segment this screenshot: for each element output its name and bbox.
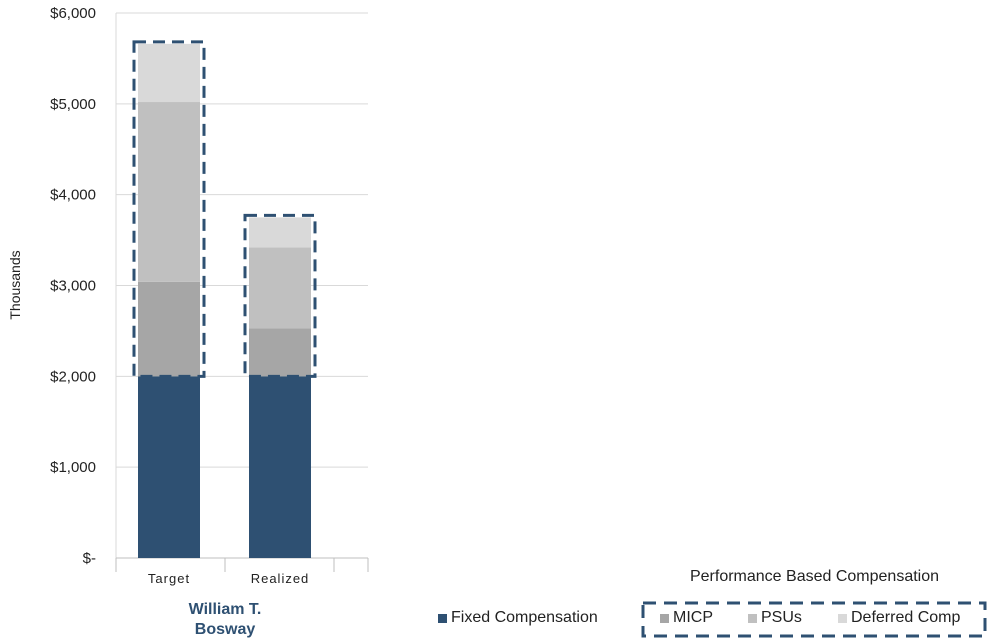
x-tick-label-realized: Realized [251, 571, 310, 586]
legend-label-micp: MICP [673, 609, 713, 626]
y-tick-label: $2,000 [50, 368, 96, 385]
legend-swatch-fixed [438, 613, 447, 623]
dashed-box-target [132, 40, 206, 378]
legend-swatch-psus [748, 613, 757, 623]
y-axis-label: Thousands [7, 250, 23, 319]
bar-target-fixed-compensation [138, 376, 200, 558]
y-tick-label: $5,000 [50, 96, 96, 113]
legend-deferred-comp: Deferred Comp [838, 609, 960, 627]
legend-micp: MICP [660, 609, 713, 627]
y-tick-labels: $- $1,000 $2,000 $3,000 $4,000 $5,000 $6,000 [50, 5, 96, 567]
bar-realized-deferred-comp [249, 217, 311, 248]
group-label-line2: Bosway [195, 621, 256, 638]
dashed-box-realized [243, 213, 317, 378]
y-tick-label: $1,000 [50, 459, 96, 476]
legend-group-title: Performance Based Compensation [689, 568, 940, 585]
bar-target-micp [138, 281, 200, 377]
y-tick-label: $3,000 [50, 278, 96, 295]
performance-dashed-boxes [132, 40, 317, 378]
legend-label-psus: PSUs [761, 609, 802, 626]
legend-psus: PSUs [748, 609, 802, 627]
y-tick-label: $4,000 [50, 187, 96, 204]
legend-swatch-deferred [838, 613, 847, 623]
bar-realized-micp [249, 328, 311, 377]
legend-label-deferred: Deferred Comp [851, 609, 961, 626]
bar-realized-psus [249, 247, 311, 329]
legend-swatch-micp [660, 613, 669, 623]
x-tick-labels: Target Realized [148, 571, 310, 586]
legend-dashed-box [641, 601, 987, 638]
bar-target-deferred-comp [138, 43, 200, 103]
stacked-bars [138, 43, 311, 558]
bar-realized-fixed-compensation [249, 376, 311, 558]
y-tick-label: $- [83, 550, 96, 567]
bar-target-psus [138, 102, 200, 282]
x-tick-label-target: Target [148, 571, 190, 586]
legend-label-fixed: Fixed Compensation [451, 609, 598, 626]
y-tick-label: $6,000 [50, 5, 96, 22]
legend-fixed-compensation: Fixed Compensation [438, 609, 598, 627]
group-label-line1: William T. [189, 601, 262, 618]
